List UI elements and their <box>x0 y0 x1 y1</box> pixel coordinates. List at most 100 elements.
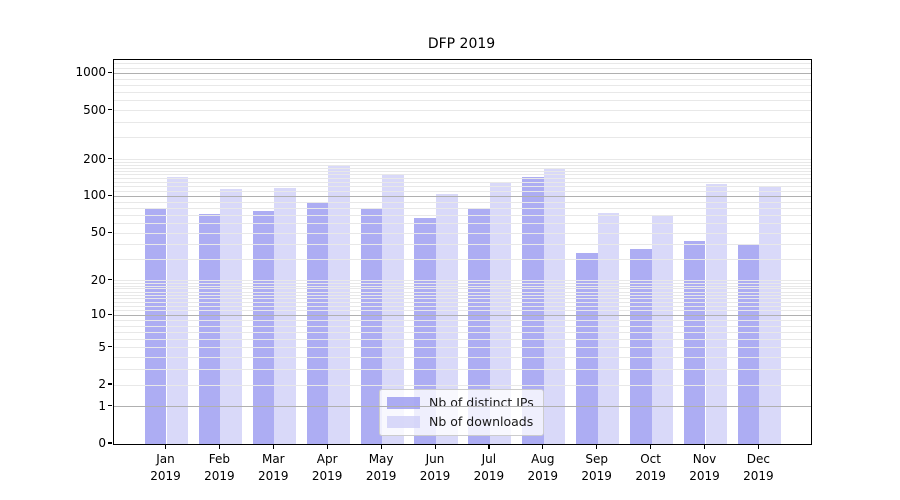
y-tick-mark <box>107 157 112 160</box>
x-tick-mark <box>434 444 436 449</box>
grid-line-major <box>114 406 811 408</box>
grid-line-minor <box>114 92 811 94</box>
grid-line-minor <box>114 100 811 102</box>
x-tick-mark <box>650 444 652 449</box>
grid-line-minor <box>114 331 811 333</box>
x-tick-mark <box>542 444 544 449</box>
x-tick-label-oct: Oct 2019 <box>635 452 666 483</box>
bar-distinct-ips-apr <box>306 202 329 444</box>
y-tick-label-20: 20 <box>90 272 106 287</box>
grid-line-minor <box>114 298 811 300</box>
x-tick-mark <box>757 444 760 449</box>
y-tick-mark <box>107 279 112 281</box>
grid-line-minor <box>114 320 811 321</box>
x-tick-label-jun: Jun 2019 <box>419 452 451 483</box>
y-tick-mark <box>107 313 112 315</box>
y-tick-mark <box>107 346 112 348</box>
grid-line-minor <box>114 244 811 246</box>
y-tick-label-50: 50 <box>90 225 106 240</box>
grid-line-minor <box>114 174 811 176</box>
y-tick-mark <box>107 383 112 385</box>
bar-distinct-ips-dec <box>737 244 760 444</box>
y-tick-mark <box>107 71 112 74</box>
grid-line-minor <box>114 288 811 290</box>
grid-line-minor <box>114 164 811 166</box>
bar-downloads-apr <box>328 166 350 444</box>
x-tick-mark <box>596 444 598 449</box>
grid-line-minor <box>114 63 811 65</box>
x-tick-label-sep: Sep 2019 <box>581 452 612 483</box>
bar-downloads-nov <box>705 183 728 444</box>
grid-line-minor <box>114 186 811 188</box>
grid-line-major <box>114 195 811 197</box>
bar-downloads-feb <box>220 188 242 444</box>
grid-line-minor <box>114 167 811 169</box>
legend-swatch-distinct-ips-icon <box>387 396 420 409</box>
legend-row-downloads: Nb of downloads <box>387 414 534 429</box>
legend-swatch-downloads-icon <box>387 415 420 428</box>
grid-line-minor <box>114 67 811 69</box>
legend: Nb of distinct IPs Nb of downloads <box>379 389 544 436</box>
grid-line-minor <box>114 182 811 184</box>
bar-downloads-jul <box>489 181 512 444</box>
bar-distinct-ips-nov <box>683 241 706 444</box>
grid-line-minor <box>114 110 811 112</box>
bar-downloads-jun <box>436 193 458 444</box>
bar-distinct-ips-oct <box>630 248 652 444</box>
grid-line-minor <box>114 357 811 359</box>
grid-line-minor <box>114 161 811 163</box>
x-tick-label-jan: Jan 2019 <box>150 452 181 483</box>
grid-line-minor <box>114 305 811 307</box>
x-tick-label-may: May 2019 <box>365 452 397 483</box>
grid-line-minor <box>114 190 811 192</box>
x-tick-mark <box>704 444 706 449</box>
bar-distinct-ips-sep <box>576 253 598 444</box>
y-tick-mark <box>107 194 112 197</box>
bar-downloads-sep <box>597 213 620 444</box>
grid-line-major <box>114 314 811 316</box>
y-tick-label-1000: 1000 <box>75 65 106 80</box>
x-tick-label-apr: Apr 2019 <box>311 452 343 483</box>
grid-line-minor <box>114 78 811 80</box>
bar-distinct-ips-mar <box>252 211 275 444</box>
y-tick-label-0: 0 <box>98 436 106 450</box>
y-tick-label-500: 500 <box>83 102 106 117</box>
grid-line-minor <box>114 159 811 161</box>
x-tick-label-feb: Feb 2019 <box>204 452 235 483</box>
x-tick-label-mar: Mar 2019 <box>258 452 289 483</box>
grid-line-minor <box>114 347 811 349</box>
grid-line-minor <box>114 232 811 234</box>
grid-line-minor <box>114 339 811 341</box>
grid-line-minor <box>114 285 811 287</box>
x-tick-mark <box>326 444 328 449</box>
grid-line-minor <box>114 259 811 261</box>
x-tick-label-nov: Nov 2019 <box>689 452 720 483</box>
grid-line-minor <box>114 282 811 284</box>
grid-line-minor <box>114 137 811 139</box>
y-tick-label-1: 1 <box>98 398 106 413</box>
grid-line-minor <box>114 223 811 224</box>
legend-row-distinct-ips: Nb of distinct IPs <box>387 395 534 410</box>
grid-line-minor <box>114 384 811 386</box>
bar-downloads-oct <box>651 215 674 444</box>
y-tick-label-200: 200 <box>83 151 106 166</box>
x-tick-mark <box>272 444 274 449</box>
x-tick-mark <box>165 444 167 449</box>
x-tick-label-jul: Jul 2019 <box>473 452 505 483</box>
grid-line-minor <box>114 170 811 172</box>
x-tick-label-aug: Aug 2019 <box>527 452 559 483</box>
grid-line-minor <box>114 369 811 371</box>
grid-line-minor <box>114 280 811 282</box>
grid-line-minor <box>114 294 811 296</box>
grid-line-minor <box>114 122 811 123</box>
grid-line-major <box>114 72 811 74</box>
grid-line-minor <box>114 325 811 327</box>
y-tick-label-10: 10 <box>90 307 106 322</box>
y-tick-label-100: 100 <box>83 188 106 203</box>
x-tick-mark <box>218 444 221 449</box>
y-tick-mark <box>107 231 112 233</box>
y-tick-mark <box>107 442 112 444</box>
y-tick-mark <box>107 108 112 111</box>
grid-line-minor <box>114 214 811 216</box>
